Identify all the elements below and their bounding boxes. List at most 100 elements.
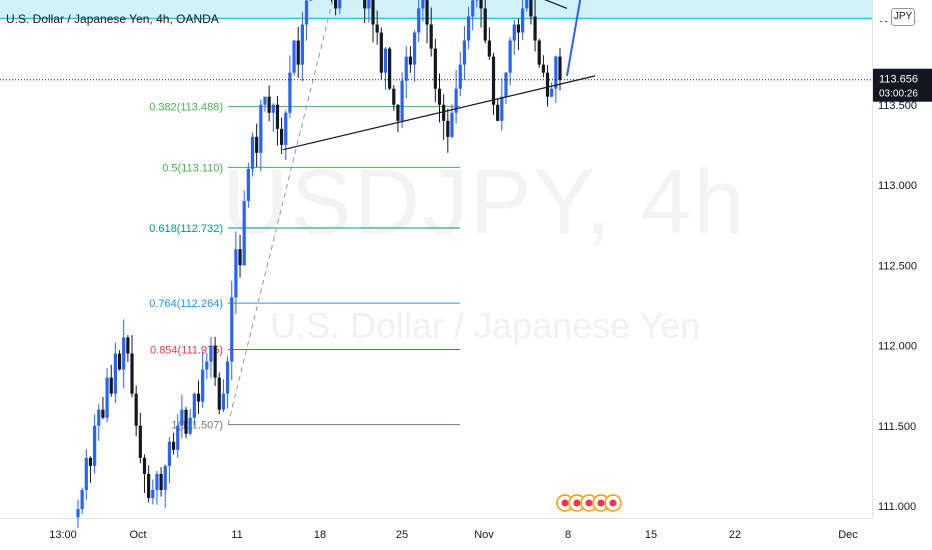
candle-body[interactable] (429, 24, 433, 49)
candle-body[interactable] (209, 345, 213, 362)
candle-body[interactable] (101, 409, 105, 418)
lower-trendline[interactable] (282, 75, 596, 151)
candle-body[interactable] (292, 40, 296, 73)
candle-body[interactable] (392, 88, 396, 105)
candle-body[interactable] (167, 441, 172, 466)
candle-body[interactable] (396, 104, 400, 121)
candle-body[interactable] (421, 0, 425, 9)
candle-body[interactable] (259, 104, 263, 153)
candle-body[interactable] (545, 72, 550, 97)
candle-body[interactable] (496, 104, 500, 121)
candle-body[interactable] (296, 40, 300, 65)
candle-body[interactable] (109, 377, 113, 394)
candle-body[interactable] (404, 56, 408, 81)
candle-body[interactable] (446, 120, 450, 137)
candle-body[interactable] (383, 48, 388, 73)
candle-body[interactable] (192, 393, 196, 418)
candle-body[interactable] (284, 112, 288, 145)
candle-body[interactable] (479, 0, 483, 9)
candle-body[interactable] (466, 16, 471, 41)
candle-body[interactable] (142, 457, 147, 474)
candle-body[interactable] (255, 136, 259, 153)
candle-body[interactable] (338, 0, 342, 9)
candle-body[interactable] (504, 72, 508, 97)
candle-body[interactable] (521, 8, 525, 33)
candle-body[interactable] (93, 425, 97, 466)
candle-body[interactable] (412, 32, 417, 65)
current-price-badge[interactable] (873, 68, 932, 102)
candle-body[interactable] (508, 40, 512, 73)
candle-body[interactable] (367, 0, 371, 9)
candle-body[interactable] (375, 24, 379, 33)
candle-body[interactable] (205, 361, 209, 370)
candle-body[interactable] (537, 40, 541, 65)
candle-body[interactable] (176, 425, 180, 450)
candle-body[interactable] (159, 473, 163, 490)
candle-body[interactable] (471, 0, 475, 17)
candle-body[interactable] (180, 409, 184, 426)
candle-body[interactable] (425, 0, 429, 25)
candle-body[interactable] (271, 104, 275, 113)
candle-body[interactable] (408, 56, 413, 65)
candle-body[interactable] (437, 88, 442, 105)
candle-body[interactable] (388, 48, 392, 89)
fib-trend-line[interactable] (227, 0, 355, 425)
candle-body[interactable] (134, 393, 138, 426)
candle-body[interactable] (213, 345, 217, 378)
candle-body[interactable] (122, 337, 126, 370)
candle-body[interactable] (217, 377, 221, 410)
candle-body[interactable] (500, 96, 504, 121)
candle-body[interactable] (225, 361, 230, 394)
candle-body[interactable] (529, 0, 533, 17)
candle-body[interactable] (171, 441, 176, 450)
candle-body[interactable] (533, 16, 537, 41)
candle-body[interactable] (417, 8, 421, 33)
candle-body[interactable] (151, 489, 155, 498)
candle-body[interactable] (147, 473, 151, 498)
candle-body[interactable] (462, 40, 467, 65)
candle-body[interactable] (126, 337, 130, 354)
candle-body[interactable] (558, 56, 562, 80)
candle-body[interactable] (550, 88, 554, 97)
candle-body[interactable] (516, 24, 521, 33)
candle-body[interactable] (288, 72, 292, 113)
candle-body[interactable] (97, 409, 101, 426)
candle-body[interactable] (84, 457, 88, 490)
candle-body[interactable] (363, 0, 367, 9)
candle-body[interactable] (554, 56, 558, 89)
candle-body[interactable] (105, 377, 109, 418)
candle-body[interactable] (250, 136, 255, 169)
candle-body[interactable] (238, 249, 242, 266)
candle-body[interactable] (184, 409, 188, 434)
candle-body[interactable] (234, 249, 238, 298)
candle-body[interactable] (155, 473, 159, 490)
candle-body[interactable] (267, 96, 271, 113)
candle-body[interactable] (512, 24, 516, 41)
projection-arrow[interactable] (566, 0, 619, 77)
candle-body[interactable] (454, 88, 458, 113)
candle-body[interactable] (450, 112, 454, 137)
candle-body[interactable] (491, 56, 496, 105)
candle-body[interactable] (201, 369, 205, 402)
candle-body[interactable] (130, 353, 134, 394)
candle-body[interactable] (433, 48, 437, 89)
candle-body[interactable] (88, 457, 93, 466)
candle-body[interactable] (230, 297, 234, 362)
candle-body[interactable] (76, 509, 80, 518)
candle-body[interactable] (525, 0, 529, 9)
candle-body[interactable] (458, 64, 462, 89)
candle-body[interactable] (483, 8, 487, 41)
candle-body[interactable] (246, 168, 250, 202)
candle-body[interactable] (275, 104, 280, 129)
candle-body[interactable] (334, 0, 338, 9)
candle-body[interactable] (379, 32, 383, 73)
candle-body[interactable] (113, 353, 117, 394)
candle-body[interactable] (221, 393, 226, 410)
candle-body[interactable] (487, 40, 491, 57)
candle-body[interactable] (280, 128, 284, 145)
candle-body[interactable] (300, 24, 304, 65)
candle-body[interactable] (400, 80, 404, 121)
candle-body[interactable] (442, 104, 446, 121)
candle-body[interactable] (541, 64, 545, 73)
